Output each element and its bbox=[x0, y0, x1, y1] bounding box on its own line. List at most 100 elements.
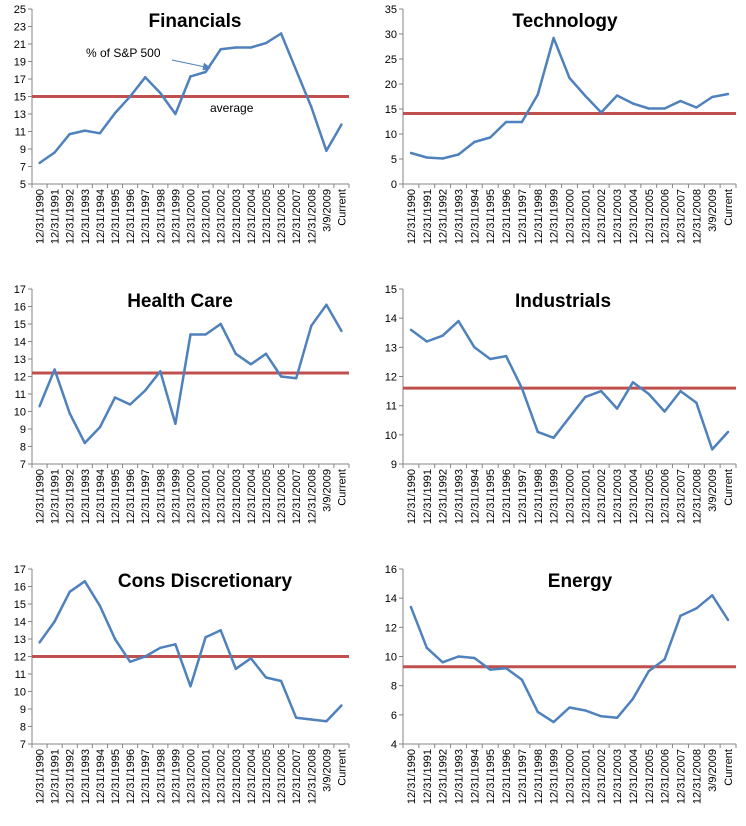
data-point bbox=[663, 107, 666, 110]
y-tick-label: 30 bbox=[385, 29, 397, 41]
data-point bbox=[325, 149, 328, 152]
data-point bbox=[189, 685, 192, 688]
x-tick-label: 12/31/2001 bbox=[201, 469, 213, 524]
data-point bbox=[144, 389, 147, 392]
data-point bbox=[457, 319, 460, 323]
x-tick-label: 12/31/2004 bbox=[628, 189, 640, 244]
average-annotation: average bbox=[210, 101, 254, 115]
x-tick-label: 12/31/1990 bbox=[35, 749, 47, 804]
x-tick-label: 12/31/1998 bbox=[533, 469, 545, 524]
x-tick-label: 12/31/1990 bbox=[406, 189, 418, 244]
y-tick-label: 12 bbox=[14, 652, 26, 664]
data-point bbox=[204, 636, 207, 639]
x-tick-label: 12/31/2008 bbox=[306, 469, 318, 524]
x-tick-label: Current bbox=[336, 189, 348, 226]
y-tick-label: 4 bbox=[391, 739, 397, 751]
x-tick-label: 12/31/2003 bbox=[612, 749, 624, 804]
data-point bbox=[711, 95, 714, 99]
x-tick-label: 12/31/1994 bbox=[95, 189, 107, 244]
annotation-arrow bbox=[171, 59, 211, 71]
x-tick-label: 12/31/2004 bbox=[246, 189, 258, 244]
data-point bbox=[695, 106, 698, 109]
y-tick-label: 13 bbox=[385, 342, 397, 354]
y-tick-label: 9 bbox=[20, 704, 26, 716]
data-point bbox=[219, 629, 222, 632]
x-tick-label: 12/31/1998 bbox=[533, 749, 545, 804]
x-tick-label: 12/31/2007 bbox=[291, 189, 303, 244]
x-tick-label: 12/31/1999 bbox=[170, 749, 182, 804]
data-point bbox=[489, 357, 492, 361]
data-point bbox=[98, 132, 102, 135]
x-tick-label: 12/31/2005 bbox=[261, 749, 273, 804]
data-point bbox=[294, 716, 298, 719]
x-tick-label: 12/31/1992 bbox=[65, 189, 77, 244]
y-tick-label: 16 bbox=[14, 582, 26, 594]
x-tick-label: 12/31/2000 bbox=[565, 749, 577, 804]
x-tick-label: 12/31/2005 bbox=[644, 189, 656, 244]
x-tick-label: 12/31/2005 bbox=[644, 749, 656, 804]
data-point bbox=[584, 709, 587, 712]
data-point bbox=[726, 618, 730, 622]
data-point bbox=[219, 48, 222, 51]
x-tick-label: 12/31/1999 bbox=[549, 189, 561, 244]
data-point bbox=[325, 720, 328, 723]
x-tick-label: 12/31/1991 bbox=[422, 469, 434, 524]
x-tick-label: 12/31/1998 bbox=[533, 189, 545, 244]
x-tick-label: 12/31/2006 bbox=[660, 189, 672, 244]
y-tick-label: 14 bbox=[14, 617, 26, 629]
y-tick-label: 20 bbox=[385, 79, 397, 91]
x-tick-label: 3/9/2009 bbox=[707, 189, 719, 232]
data-point bbox=[520, 120, 524, 124]
x-tick-label: 12/31/1994 bbox=[469, 749, 481, 804]
x-tick-label: 12/31/2006 bbox=[660, 749, 672, 804]
data-point bbox=[457, 153, 460, 156]
chart-title: Energy bbox=[548, 571, 613, 592]
x-tick-label: 12/31/1992 bbox=[438, 469, 450, 524]
data-point bbox=[711, 448, 714, 451]
data-point bbox=[489, 668, 492, 671]
y-tick-label: 10 bbox=[14, 407, 26, 419]
x-tick-label: 12/31/2002 bbox=[596, 189, 608, 244]
data-point bbox=[128, 95, 132, 98]
x-tick-label: 12/31/1997 bbox=[140, 469, 152, 524]
data-point bbox=[584, 395, 587, 399]
data-point bbox=[584, 94, 587, 98]
y-tick-label: 16 bbox=[385, 564, 397, 576]
data-point bbox=[113, 396, 117, 399]
x-tick-label: 3/9/2009 bbox=[707, 749, 719, 792]
x-tick-label: 12/31/2005 bbox=[261, 189, 273, 244]
x-tick-label: 12/31/1993 bbox=[454, 189, 466, 244]
x-tick-label: 12/31/2002 bbox=[216, 469, 228, 524]
x-tick-label: 12/31/1995 bbox=[110, 469, 122, 524]
data-point bbox=[473, 346, 476, 349]
data-point bbox=[279, 679, 283, 683]
x-tick-label: 12/31/1994 bbox=[95, 749, 107, 804]
data-point bbox=[726, 92, 730, 96]
data-point bbox=[473, 140, 476, 144]
x-tick-label: 12/31/1995 bbox=[485, 469, 497, 524]
y-tick-label: 17 bbox=[14, 74, 26, 86]
data-point bbox=[234, 667, 237, 670]
x-tick-label: 12/31/1995 bbox=[110, 189, 122, 244]
x-tick-label: 12/31/1990 bbox=[35, 189, 47, 244]
x-tick-label: 12/31/1997 bbox=[140, 749, 152, 804]
x-tick-label: 12/31/1993 bbox=[454, 749, 466, 804]
data-point bbox=[568, 416, 571, 419]
series-line bbox=[410, 36, 729, 160]
data-point bbox=[340, 123, 343, 126]
data-point bbox=[695, 401, 698, 404]
data-point bbox=[679, 614, 682, 617]
data-point bbox=[631, 697, 635, 700]
x-tick-label: 12/31/1996 bbox=[125, 189, 137, 244]
x-tick-label: 3/9/2009 bbox=[321, 189, 333, 232]
x-tick-label: 12/31/2007 bbox=[291, 749, 303, 804]
y-tick-label: 15 bbox=[385, 284, 397, 296]
x-tick-label: 12/31/2004 bbox=[246, 469, 258, 524]
x-tick-label: 12/31/1999 bbox=[549, 749, 561, 804]
y-tick-label: 15 bbox=[385, 104, 397, 116]
data-point bbox=[552, 436, 555, 439]
x-tick-label: 12/31/1999 bbox=[170, 469, 182, 524]
x-tick-label: 12/31/1998 bbox=[155, 749, 167, 804]
x-tick-label: 12/31/2004 bbox=[246, 749, 258, 804]
